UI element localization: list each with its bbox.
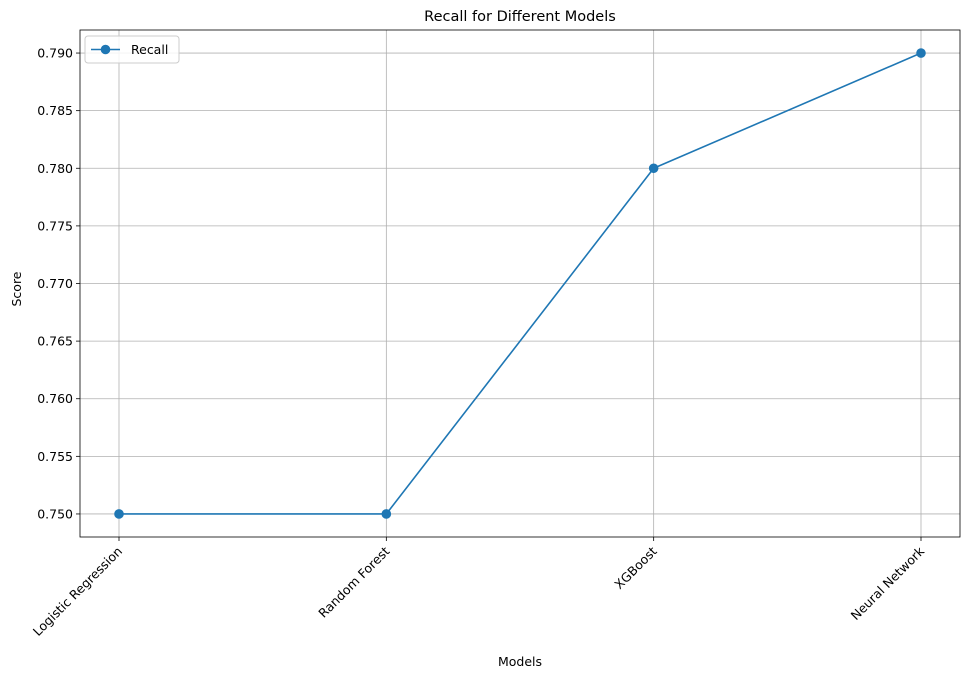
legend-label-recall: Recall [131, 42, 168, 57]
data-point [648, 163, 659, 174]
y-tick-label: 0.765 [37, 334, 73, 349]
y-tick-label: 0.790 [37, 46, 73, 61]
y-tick-label: 0.780 [37, 161, 73, 176]
legend: Recall [84, 35, 180, 64]
y-tick-label: 0.750 [37, 506, 73, 521]
data-point [381, 509, 392, 519]
y-axis-label: Score [9, 271, 24, 306]
series-line-recall [119, 52, 922, 515]
y-tick-label: 0.775 [37, 218, 73, 233]
data-series [114, 48, 926, 519]
y-tick-label: 0.755 [37, 449, 73, 464]
grid-lines [80, 30, 960, 537]
y-tick-label: 0.785 [37, 103, 73, 118]
legend-box [84, 35, 180, 64]
y-tick-label: 0.770 [37, 276, 73, 291]
legend-marker-swatch [100, 44, 111, 55]
x-axis-label: Models [498, 654, 542, 669]
y-tick-label: 0.760 [37, 391, 73, 406]
data-point [916, 48, 926, 58]
chart-title: Recall for Different Models [424, 9, 616, 25]
data-point [114, 509, 124, 519]
